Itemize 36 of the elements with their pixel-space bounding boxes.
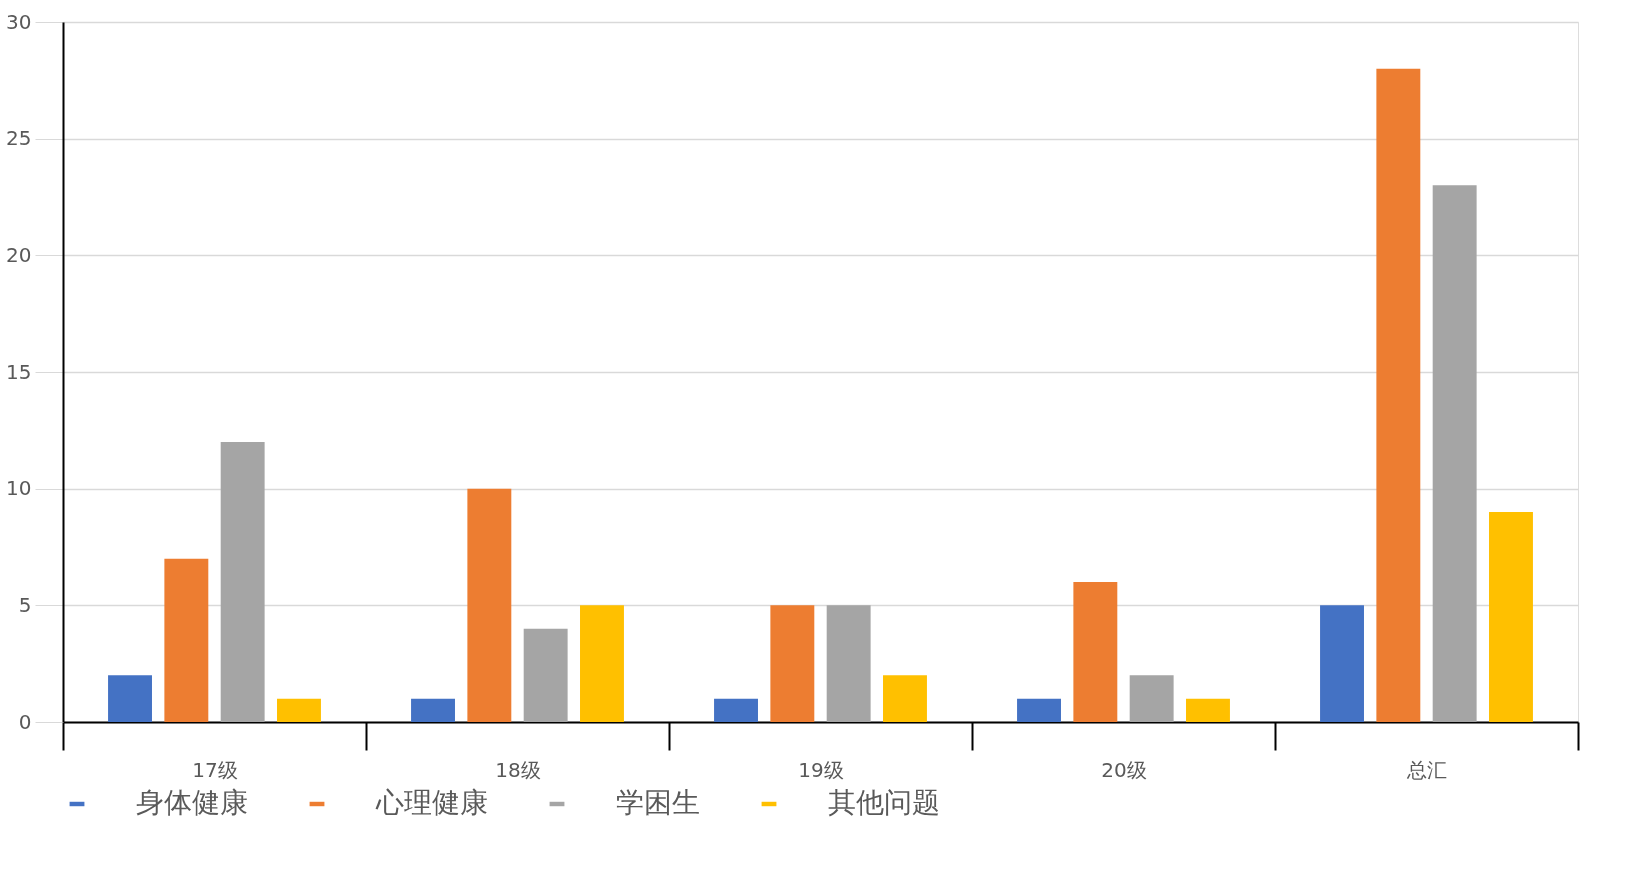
x-tick-label: 19级 xyxy=(798,757,844,782)
bar xyxy=(220,442,265,722)
y-tick-label: 5 xyxy=(18,592,32,617)
bar xyxy=(108,675,152,722)
y-tick-label: 30 xyxy=(6,9,32,34)
bar xyxy=(714,698,758,722)
bar xyxy=(1320,605,1364,722)
bar xyxy=(411,698,455,722)
legend-label: 其他问题 xyxy=(828,786,940,819)
bar xyxy=(1073,582,1118,722)
bar xyxy=(1129,675,1174,722)
x-tick-label: 17级 xyxy=(192,757,238,782)
x-tick-label: 总汇 xyxy=(1406,757,1447,782)
x-tick-label: 20级 xyxy=(1101,757,1147,782)
y-tick-label: 20 xyxy=(6,242,32,267)
bar xyxy=(883,675,927,722)
legend-label: 身体健康 xyxy=(136,786,248,819)
legend-label: 心理健康 xyxy=(375,786,488,819)
bar xyxy=(523,628,568,722)
bar xyxy=(826,605,871,722)
bar xyxy=(1489,512,1533,722)
bar xyxy=(1017,698,1061,722)
y-tick-label: 25 xyxy=(6,126,32,151)
y-tick-label: 15 xyxy=(6,359,32,384)
y-tick-label: 10 xyxy=(6,476,32,501)
bar xyxy=(1376,68,1421,722)
bar xyxy=(580,605,624,722)
y-tick-label: 0 xyxy=(18,709,32,734)
x-tick-label: 18级 xyxy=(495,757,541,782)
bar xyxy=(770,605,815,722)
bar xyxy=(164,558,209,722)
bar xyxy=(1186,698,1230,722)
bar xyxy=(467,488,512,722)
bar xyxy=(1432,185,1477,722)
bar xyxy=(277,698,321,722)
legend-label: 学困生 xyxy=(616,786,700,819)
